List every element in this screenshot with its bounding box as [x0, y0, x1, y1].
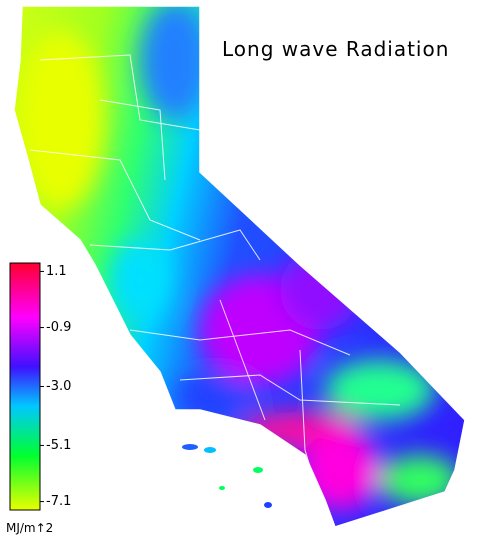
- colorbar-unit: MJ/m↑2: [6, 521, 53, 535]
- state-outline: [13, 5, 466, 528]
- colorbar-tick-label: -3.0: [46, 379, 71, 394]
- map-title: Long wave Radiation: [222, 37, 449, 61]
- colorbar-tick-label: -7.1: [46, 494, 71, 509]
- colorbar-tick-label: -0.9: [46, 320, 71, 335]
- colorbar-tick-label: -5.1: [46, 438, 71, 453]
- islands: [182, 444, 272, 508]
- colorbar: [9, 262, 41, 511]
- colorbar-tick-label: 1.1: [46, 264, 67, 279]
